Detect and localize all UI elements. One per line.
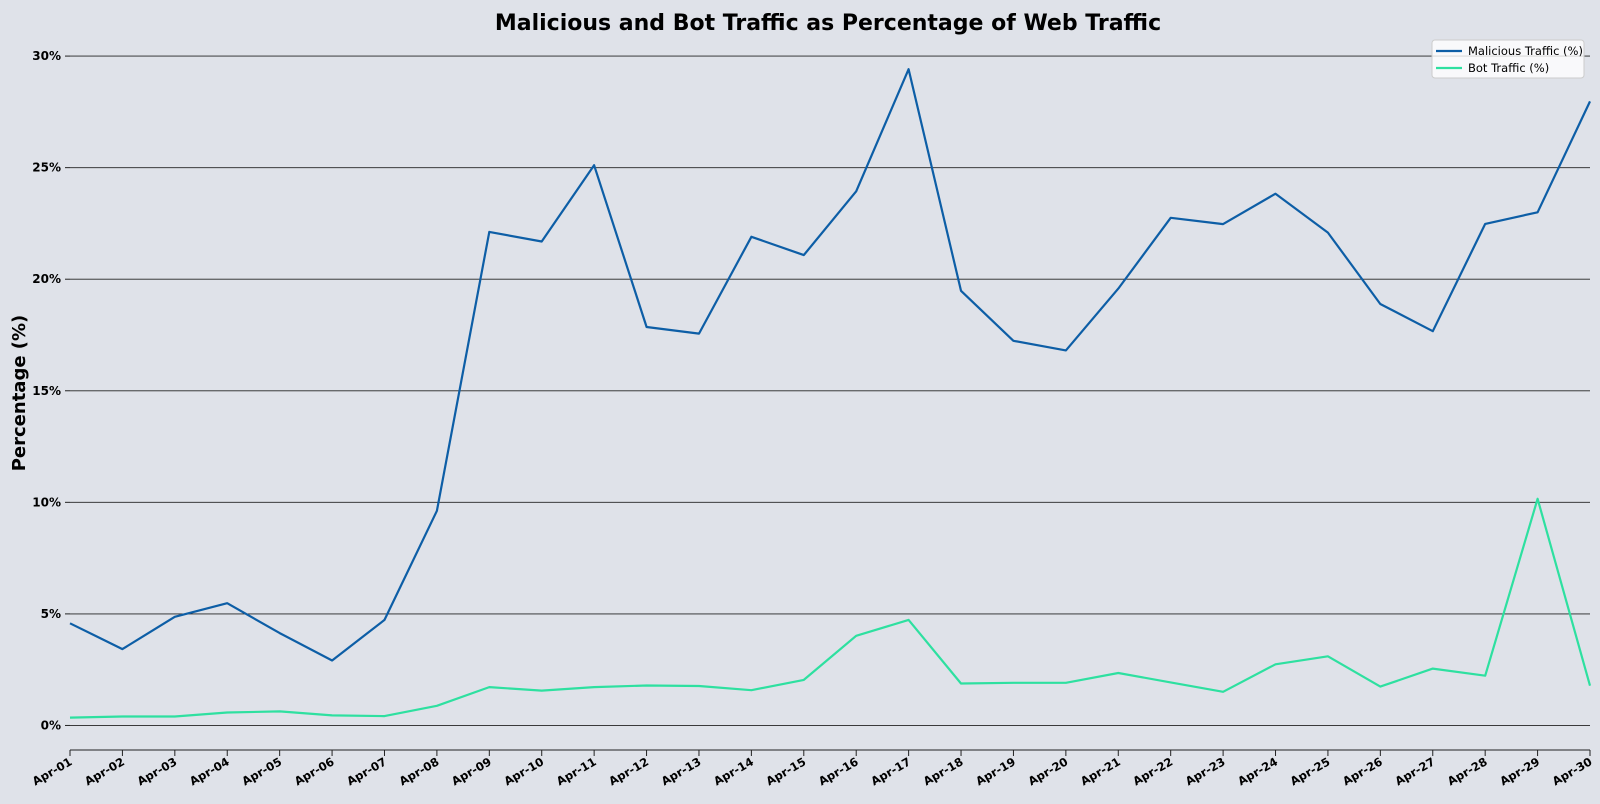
x-tick-label: Apr-18 bbox=[921, 754, 966, 788]
x-tick-label: Apr-16 bbox=[816, 754, 861, 788]
x-tick-label: Apr-13 bbox=[659, 754, 704, 788]
x-tick-label: Apr-11 bbox=[554, 754, 599, 788]
chart-title: Malicious and Bot Traffic as Percentage … bbox=[495, 11, 1161, 36]
series-lines bbox=[69, 68, 1592, 719]
x-tick-label: Apr-19 bbox=[973, 754, 1018, 788]
legend-box bbox=[1431, 39, 1585, 79]
x-tick-label: Apr-26 bbox=[1340, 754, 1385, 788]
x-tick-label: Apr-22 bbox=[1130, 754, 1175, 788]
x-tick-label: Apr-08 bbox=[397, 754, 442, 788]
x-tick-label: Apr-04 bbox=[187, 754, 232, 788]
x-tick-label: Apr-20 bbox=[1026, 754, 1071, 788]
y-tick-label: 5% bbox=[41, 607, 61, 621]
x-tick-label: Apr-27 bbox=[1393, 754, 1438, 788]
legend: Malicious Traffic (%) Bot Traffic (%) bbox=[1431, 39, 1585, 79]
x-axis-ticks: Apr-01 Apr-02 Apr-03 Apr-04 Apr-05 Apr-06 Apr-… bbox=[30, 750, 1595, 788]
x-tick-label: Apr-21 bbox=[1078, 754, 1123, 788]
y-tick-label: 25% bbox=[32, 161, 61, 175]
series-line-bot bbox=[69, 497, 1592, 719]
gridlines bbox=[70, 55, 1590, 751]
x-tick-label: Apr-24 bbox=[1235, 754, 1280, 788]
x-tick-label: Apr-28 bbox=[1445, 754, 1490, 788]
x-tick-label: Apr-23 bbox=[1183, 754, 1228, 788]
y-tick-label: 30% bbox=[32, 49, 61, 63]
legend-label: Bot Traffic (%) bbox=[1468, 61, 1549, 75]
y-tick-label: 10% bbox=[32, 495, 61, 509]
series-line-malicious bbox=[69, 68, 1591, 662]
y-axis-ticks: 0% 5% 10% 15% 20% 25% 30% bbox=[32, 49, 70, 732]
x-tick-label: Apr-30 bbox=[1550, 754, 1595, 788]
x-tick-label: Apr-25 bbox=[1288, 754, 1333, 788]
x-tick-label: Apr-05 bbox=[239, 754, 284, 788]
y-tick-label: 20% bbox=[32, 272, 61, 286]
x-tick-label: Apr-17 bbox=[868, 754, 913, 788]
x-tick-label: Apr-09 bbox=[449, 754, 494, 788]
y-tick-label: 0% bbox=[41, 718, 61, 732]
x-tick-label: Apr-03 bbox=[135, 754, 180, 788]
y-tick-label: 15% bbox=[32, 384, 61, 398]
x-tick-label: Apr-01 bbox=[30, 754, 75, 788]
x-tick-label: Apr-15 bbox=[764, 754, 809, 788]
x-tick-label: Apr-12 bbox=[606, 754, 651, 788]
x-tick-label: Apr-29 bbox=[1497, 754, 1542, 788]
x-tick-label: Apr-06 bbox=[292, 754, 337, 788]
x-tick-label: Apr-07 bbox=[344, 754, 389, 788]
y-axis-label: Percentage (%) bbox=[9, 315, 30, 472]
x-tick-label: Apr-10 bbox=[501, 754, 546, 788]
x-tick-label: Apr-02 bbox=[82, 754, 127, 788]
x-tick-label: Apr-14 bbox=[711, 754, 756, 788]
legend-label: Malicious Traffic (%) bbox=[1468, 44, 1583, 58]
